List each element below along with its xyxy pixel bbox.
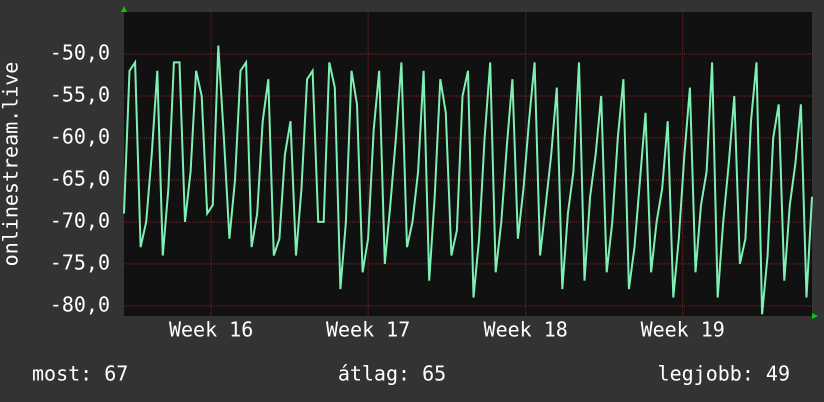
y-tick-label: -70,0 [50, 208, 110, 232]
y-tick-label: -55,0 [50, 82, 110, 106]
axis-arrow [121, 6, 127, 12]
stat-average: átlag: 65 [338, 362, 446, 386]
y-tick-label: -75,0 [50, 250, 110, 274]
stat-best: legjobb: 49 [658, 362, 790, 386]
plot-area [124, 12, 812, 316]
axis-arrow [812, 313, 818, 319]
x-tick-label: Week 18 [484, 318, 568, 342]
y-tick-label: -65,0 [50, 166, 110, 190]
x-tick-label: Week 16 [169, 318, 253, 342]
series-line [123, 45, 813, 315]
y-axis-label: onlinestream.live [0, 62, 23, 267]
y-tick-label: -80,0 [50, 292, 110, 316]
stat-current: most: 67 [32, 362, 128, 386]
x-tick-label: Week 19 [641, 318, 725, 342]
y-tick-label: -60,0 [50, 124, 110, 148]
y-tick-label: -50,0 [50, 40, 110, 64]
x-tick-label: Week 17 [326, 318, 410, 342]
